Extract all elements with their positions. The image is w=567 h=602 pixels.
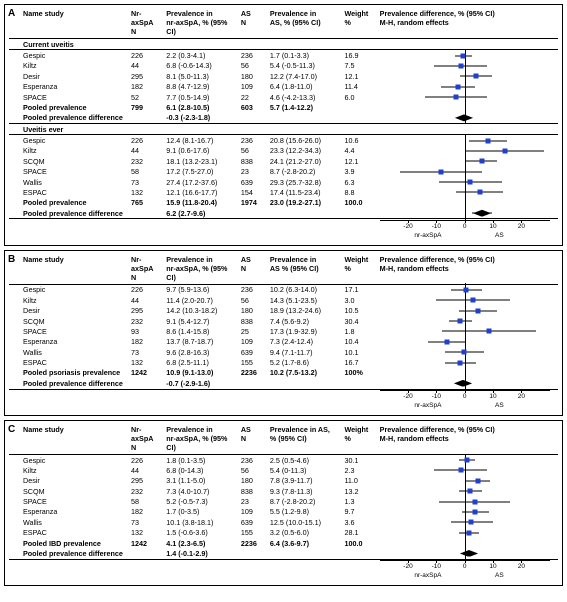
col-header: Nr-axSpAN <box>129 8 164 39</box>
study-row: Kiltz4411.4 (2.0-20.7)5614.3 (5.1-23.5)3… <box>9 295 558 305</box>
section-title: Uveitis ever <box>9 124 558 135</box>
col-header: Prevalence in AS,% (95% CI) <box>268 424 343 455</box>
col-header: Name study <box>9 254 129 285</box>
forest-axis: -20-1001020nr-axSpAAS <box>380 220 550 242</box>
col-header: ASN <box>239 424 268 455</box>
study-row: Gespic2269.7 (5.9-13.6)23610.2 (6.3-14.0… <box>9 284 558 295</box>
study-row: Desir2953.1 (1.1-5.0)1807.8 (3.9-11.7)11… <box>9 476 558 486</box>
col-header: Prevalence difference, % (95% CI)M-H, ra… <box>378 424 558 455</box>
study-row: Wallis7327.4 (17.2-37.6)63929.3 (25.7-32… <box>9 177 558 187</box>
panel-label: B <box>8 254 15 265</box>
forest-plot-row <box>380 113 550 122</box>
forest-plot-row <box>380 379 550 388</box>
study-row: Gespic2262.2 (0.3-4.1)2361.7 (0.1-3.3)16… <box>9 50 558 61</box>
forest-table: Name studyNr-axSpANPrevalence innr-axSpA… <box>9 424 558 583</box>
study-row: ESPAC1321.5 (-0.6-3.6)1553.2 (0.5-6.0)28… <box>9 528 558 538</box>
study-row: SCQM23218.1 (13.2-23.1)83824.1 (21.2-27.… <box>9 156 558 166</box>
forest-plot-row <box>380 209 550 218</box>
pooled-prevalence-row: Pooled prevalence76515.9 (11.8-20.4)1974… <box>9 198 558 208</box>
col-header: Nr-axSpAN <box>129 424 164 455</box>
study-row: ESPAC13212.1 (16.6-17.7)15417.4 (11.5-23… <box>9 187 558 197</box>
col-header: Weight% <box>342 8 377 39</box>
col-header: Prevalence inAS, % (95% CI) <box>268 8 343 39</box>
col-header: Weight% <box>342 254 377 285</box>
study-row: Wallis7310.1 (3.8-18.1)63912.5 (10.0-15.… <box>9 517 558 527</box>
study-row: SCQM2329.1 (5.4-12.7)8387.4 (5.6-9.2)30.… <box>9 316 558 326</box>
study-row: SPACE527.7 (0.5-14.9)224.6 (-4.2-13.3)6.… <box>9 92 558 102</box>
col-header: Name study <box>9 8 129 39</box>
col-header: Nr-axSpAN <box>129 254 164 285</box>
section-title: Current uveitis <box>9 39 558 50</box>
col-header: Prevalence innr-axSpA, % (95% CI) <box>164 8 239 39</box>
study-row: Gespic2261.8 (0.1-3.5)2362.5 (0.5-4.6)30… <box>9 454 558 465</box>
panel-B: BName studyNr-axSpANPrevalence innr-axSp… <box>4 250 563 416</box>
pooled-difference-row: Pooled prevalence difference-0.3 (-2.3-1… <box>9 113 558 124</box>
pooled-prevalence-row: Pooled IBD prevalence12424.1 (2.3-6.5)22… <box>9 538 558 548</box>
study-row: Wallis739.6 (2.8-16.3)6399.4 (7.1-11.7)1… <box>9 347 558 357</box>
panel-C: CName studyNr-axSpANPrevalence innr-axSp… <box>4 420 563 586</box>
study-row: Kiltz446.8 (-0.6-14.3)565.4 (-0.5-11.3)7… <box>9 61 558 71</box>
study-row: SPACE938.6 (1.4-15.8)2517.3 (1.9-32.9)1.… <box>9 326 558 336</box>
col-header: Prevalence innr-axSpA, % (95% CI) <box>164 424 239 455</box>
col-header: Name study <box>9 424 129 455</box>
study-row: SPACE5817.2 (7.5-27.0)238.7 (-2.8-20.2)3… <box>9 167 558 177</box>
col-header: Prevalence inAS % (95% CI) <box>268 254 343 285</box>
study-row: Gespic22612.4 (8.1-16.7)23620.8 (15.6-26… <box>9 135 558 146</box>
study-row: Esperanza1821.7 (0-3.5)1095.5 (1.2-9.8)9… <box>9 507 558 517</box>
pooled-difference-row: Pooled prevalence difference1.4 (-0.1-2.… <box>9 548 558 559</box>
study-row: Desir29514.2 (10.3-18.2)18018.9 (13.2-24… <box>9 306 558 316</box>
pooled-difference-row: Pooled prevalence difference6.2 (2.7-9.6… <box>9 208 558 219</box>
col-header: ASN <box>239 8 268 39</box>
forest-table: Name studyNr-axSpANPrevalence innr-axSpA… <box>9 254 558 413</box>
col-header: Prevalence difference, % (95% CI)M-H, ra… <box>378 8 558 39</box>
panel-A: AName studyNr-axSpANPrevalence innr-axSp… <box>4 4 563 246</box>
study-row: Kiltz446.8 (0-14.3)565.4 (0-11.3)2.3 <box>9 465 558 475</box>
study-row: Esperanza1828.8 (4.7-12.9)1096.4 (1.8-11… <box>9 82 558 92</box>
study-row: Desir2958.1 (5.0-11.3)18012.2 (7.4-17.0)… <box>9 71 558 81</box>
pooled-difference-row: Pooled prevalence difference-0.7 (-2.9-1… <box>9 378 558 389</box>
pooled-prevalence-row: Pooled prevalence7996.1 (2.8-10.5)6035.7… <box>9 102 558 112</box>
study-row: SPACE585.2 (-0.5-7.3)238.7 (-2.8-20.2)1.… <box>9 496 558 506</box>
forest-table: Name studyNr-axSpANPrevalence innr-axSpA… <box>9 8 558 243</box>
study-row: Esperanza18213.7 (8.7-18.7)1097.3 (2.4-1… <box>9 337 558 347</box>
study-row: SCQM2327.3 (4.0-10.7)8389.3 (7.8-11.3)13… <box>9 486 558 496</box>
forest-axis: -20-1001020nr-axSpAAS <box>380 390 550 412</box>
panel-label: A <box>8 8 15 19</box>
study-row: ESPAC1326.8 (2.5-11.1)1555.2 (1.7-8.6)16… <box>9 357 558 367</box>
col-header: Prevalence innr-axSpA, % (95% CI) <box>164 254 239 285</box>
col-header: Prevalence difference, % (95% CI)M-H, ra… <box>378 254 558 285</box>
forest-plot-row <box>380 549 550 558</box>
pooled-prevalence-row: Pooled psoriasis prevalence124210.9 (9.1… <box>9 368 558 378</box>
panel-label: C <box>8 424 15 435</box>
study-row: Kiltz449.1 (0.6-17.6)5623.3 (12.2-34.3)4… <box>9 146 558 156</box>
col-header: ASN <box>239 254 268 285</box>
col-header: Weight% <box>342 424 377 455</box>
forest-axis: -20-1001020nr-axSpAAS <box>380 560 550 582</box>
